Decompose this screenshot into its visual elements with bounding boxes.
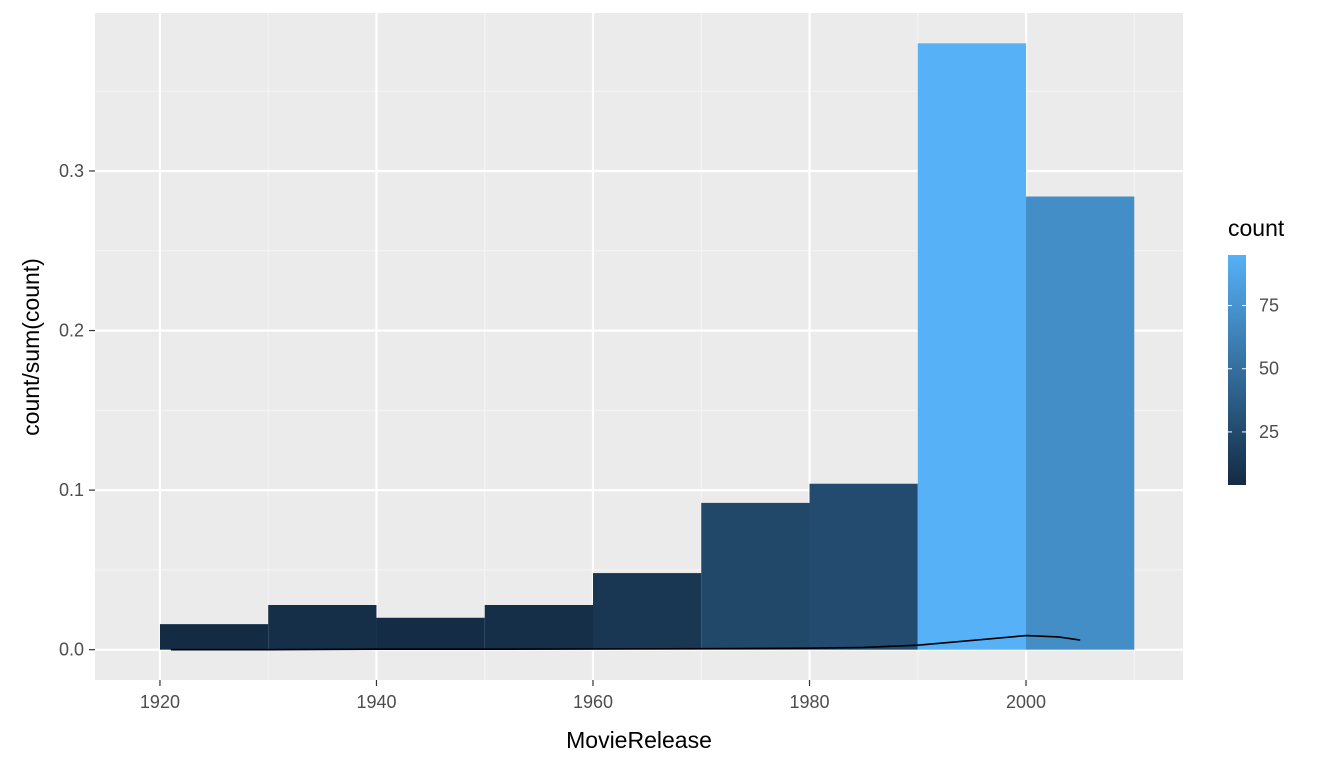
x-axis-title: MovieRelease	[566, 727, 712, 753]
y-tick-label: 0.0	[59, 640, 84, 660]
density-line	[170, 634, 1081, 651]
y-axis-title: count/sum(count)	[18, 258, 44, 436]
histogram-bar	[484, 605, 593, 650]
legend-ticks: 25 50 75	[1228, 296, 1279, 442]
x-tick-label: 1940	[356, 692, 396, 712]
y-tick-label: 0.3	[59, 161, 84, 181]
histogram-bars	[159, 43, 1135, 650]
histogram-bar	[376, 617, 485, 650]
histogram-bar	[268, 605, 377, 650]
histogram-bar	[159, 624, 269, 650]
histogram-bar	[809, 483, 918, 650]
y-tick-label: 0.1	[59, 480, 84, 500]
x-tick-label: 1960	[573, 692, 613, 712]
histogram-bar	[1026, 196, 1135, 650]
y-tick-label: 0.2	[59, 321, 84, 341]
legend-colorbar	[1228, 255, 1246, 485]
density-line-group	[170, 634, 1081, 651]
y-axis: 0.0 0.1 0.2 0.3	[59, 161, 95, 660]
x-tick-label: 1920	[140, 692, 180, 712]
histogram-bar	[917, 43, 1027, 650]
legend-tick-label: 75	[1259, 296, 1279, 316]
histogram-bar	[592, 573, 702, 650]
x-axis: 1920 1940 1960 1980 2000	[140, 680, 1046, 712]
legend-title: count	[1228, 215, 1285, 241]
legend-tick-label: 25	[1259, 422, 1279, 442]
histogram-bar	[701, 502, 810, 650]
legend-tick-label: 50	[1259, 359, 1279, 379]
x-tick-label: 1980	[789, 692, 829, 712]
x-tick-label: 2000	[1006, 692, 1046, 712]
